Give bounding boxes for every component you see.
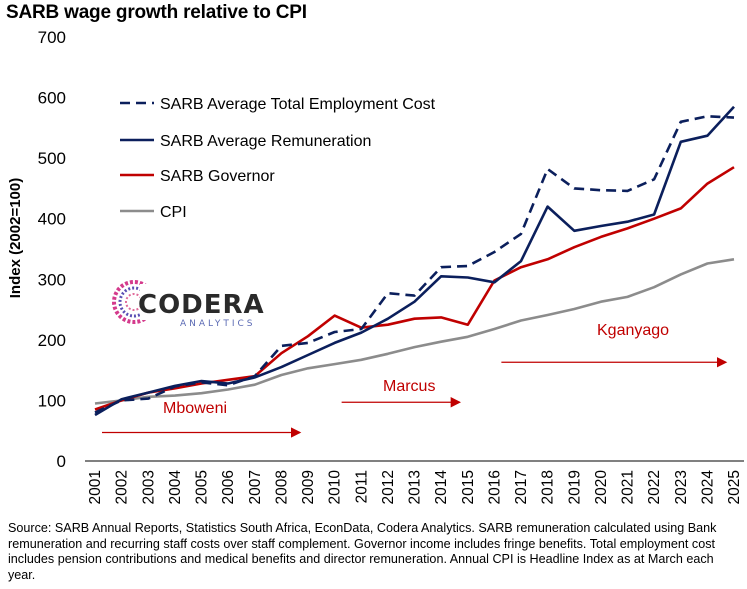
x-tick-label: 2023 (673, 470, 690, 504)
x-tick-label: 2015 (460, 470, 477, 504)
x-tick-label: 2021 (620, 470, 637, 504)
legend: SARB Average Total Employment Cost SARB A… (120, 96, 436, 221)
x-tick-label: 2025 (726, 470, 743, 504)
x-tick-label: 2012 (380, 470, 397, 504)
y-tick-label: 0 (57, 452, 66, 471)
x-tick-label: 2006 (220, 470, 237, 504)
x-tick-label: 2002 (114, 470, 131, 504)
series-line-sarb-average-remuneration (94, 105, 735, 417)
annotation-label: Mboweni (163, 400, 227, 417)
x-tick-label: 2001 (87, 470, 104, 504)
y-tick-label: 300 (38, 270, 66, 289)
x-tick-label: 2003 (140, 470, 157, 504)
series-lines (94, 105, 735, 417)
x-tick-label: 2013 (407, 470, 424, 504)
chart-title: SARB wage growth relative to CPI (6, 2, 307, 23)
logo-subtitle: ANALYTICS (180, 319, 256, 329)
legend-label: SARB Average Remuneration (160, 133, 371, 150)
x-tick-label: 2019 (566, 470, 583, 504)
x-tick-label: 2016 (486, 470, 503, 504)
y-tick-label: 500 (38, 149, 66, 168)
legend-label: SARB Governor (160, 168, 275, 185)
logo-name: CODERA (138, 290, 265, 320)
y-ticks: 0 100 200 300 400 500 600 700 (38, 28, 66, 471)
annotations: Mboweni Marcus Kganyago (102, 322, 728, 438)
x-tick-label: 2004 (167, 470, 184, 505)
x-tick-label: 2014 (433, 470, 450, 505)
x-tick-label: 2020 (593, 470, 610, 505)
x-tick-label: 2018 (540, 470, 557, 504)
codera-logo: CODERA ANALYTICS (112, 280, 265, 329)
series-line-sarb-governor (94, 166, 735, 411)
x-tick-label: 2005 (194, 470, 211, 504)
y-tick-label: 400 (38, 210, 66, 229)
series-line-sarb-average-total-employment-cost (94, 115, 735, 414)
x-ticks: 2001 2002 2003 2004 2005 2006 2007 2008 2009 2010… (87, 470, 743, 505)
y-axis-label-group: Index (2002=100) (7, 178, 24, 299)
y-tick-label: 100 (38, 391, 66, 410)
x-tick-label: 2007 (247, 470, 264, 504)
line-chart: Index (2002=100) 0100200300400500600700 … (7, 28, 744, 505)
x-tick-label: 2008 (273, 470, 290, 504)
x-tick-label: 2011 (353, 470, 370, 503)
source-note: Source: SARB Annual Reports, Statistics … (8, 521, 717, 582)
annotation-label: Marcus (383, 378, 435, 395)
x-tick-label: 2009 (300, 470, 317, 504)
y-axis-label: Index (2002=100) (7, 178, 24, 299)
y-tick-label: 200 (38, 331, 66, 350)
codera-logo-mark-icon (112, 280, 158, 324)
x-tick-label: 2022 (646, 470, 663, 504)
legend-label: SARB Average Total Employment Cost (160, 96, 436, 113)
x-tick-label: 2024 (699, 470, 716, 505)
y-tick-label: 600 (38, 89, 66, 108)
x-tick-label: 2010 (327, 470, 344, 505)
y-tick-label: 700 (38, 28, 66, 47)
annotation-label: Kganyago (597, 322, 669, 339)
series-line-cpi (94, 258, 735, 405)
x-tick-label: 2017 (513, 470, 530, 504)
legend-label: CPI (160, 204, 187, 221)
